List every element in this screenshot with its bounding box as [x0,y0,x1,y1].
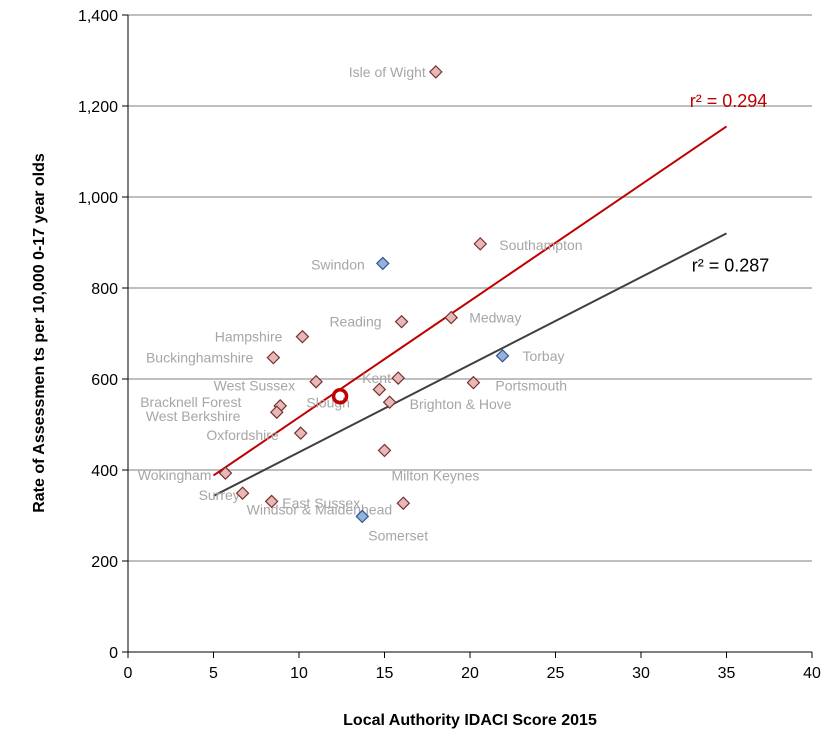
label-west-sussex: West Sussex [214,378,295,394]
point-oxfordshire [293,426,308,440]
point-medway [444,310,459,325]
y-tick-label: 1,000 [78,190,118,207]
label-surrey: Surrey [199,487,240,503]
y-tick-label: 800 [91,281,118,298]
point-west-sussex [309,374,323,389]
point-hampshire [295,329,310,344]
point-east-sussex [396,496,411,511]
x-tick-label: 30 [632,665,650,682]
label-hampshire: Hampshire [215,329,283,345]
label-bracknell-forest: Bracknell Forest [140,394,241,410]
x-tick-label: 35 [718,665,736,682]
point-southampton [473,237,488,251]
y-tick-label: 400 [91,463,118,480]
data-points [218,65,510,524]
point-wokingham [218,466,233,481]
label-wokingham: Wokingham [138,467,212,483]
point-torbay [495,348,510,363]
x-axis-title: Local Authority IDACI Score 2015 [343,712,597,729]
label-milton-keynes: Milton Keynes [392,467,480,483]
trendline-2-r2: r² = 0.287 [692,255,770,275]
label-brighton-and-hove: Brighton & Hove [410,396,512,412]
trendlines [212,125,728,497]
trendline-labels: r² = 0.294 r² = 0.287 [690,91,770,275]
point-kent [391,371,406,385]
x-tick-labels: 0 5 10 15 20 25 30 35 40 [124,665,821,682]
label-southampton: Southampton [499,237,582,253]
point-slough [372,382,387,397]
point-west-berkshire [269,405,284,420]
label-somerset: Somerset [368,527,428,543]
label-windsor-and-maidenhead: Windsor & Maidenhead [247,501,393,517]
point-windsor-and-maidenhead [264,494,279,509]
x-tick-label: 10 [290,665,308,682]
x-tick-label: 40 [803,665,821,682]
y-tick-label: 1,400 [78,8,118,25]
gridlines [128,14,812,562]
label-slough: Slough [306,394,350,410]
trendline-2 [213,232,727,497]
y-tick-label: 200 [91,554,118,571]
trendline-1-r2: r² = 0.294 [690,91,768,111]
point-labels: Isle of Wight Southampton Swindon Reading Me… [138,64,583,544]
highlight-point [331,388,349,405]
x-tick-label: 15 [376,665,394,682]
x-tick-label: 0 [124,665,133,682]
label-east-sussex: East Sussex [282,495,360,511]
x-tick-label: 5 [209,665,218,682]
trendline-1 [212,125,728,477]
axes [122,14,813,658]
label-portsmouth: Portsmouth [495,378,567,394]
point-somerset [355,509,370,524]
point-portsmouth [466,375,481,390]
point-reading [394,314,409,329]
label-medway: Medway [469,310,521,326]
x-tick-label: 25 [547,665,565,682]
label-swindon: Swindon [311,256,365,272]
point-milton-keynes [377,443,392,458]
label-reading: Reading [329,314,381,330]
label-torbay: Torbay [522,348,564,364]
label-isle-of-wight: Isle of Wight [349,64,426,80]
point-brighton-and-hove [382,395,397,410]
point-isle-of-wight [428,65,443,79]
y-tick-labels: 0 200 400 600 800 1,000 1,200 1,400 [78,8,118,662]
label-west-berkshire: West Berkshire [146,408,241,424]
y-axis-title: Rate of Assessmen ts per 10,000 0-17 yea… [31,153,48,513]
point-buckinghamshire [266,350,281,365]
x-tick-label: 20 [461,665,479,682]
y-tick-label: 0 [109,645,118,662]
label-oxfordshire: Oxfordshire [206,427,279,443]
label-buckinghamshire: Buckinghamshire [146,350,254,366]
point-swindon [375,256,390,271]
point-surrey [235,486,250,501]
y-tick-label: 1,200 [78,99,118,116]
label-kent: Kent [362,370,391,386]
y-tick-label: 600 [91,372,118,389]
